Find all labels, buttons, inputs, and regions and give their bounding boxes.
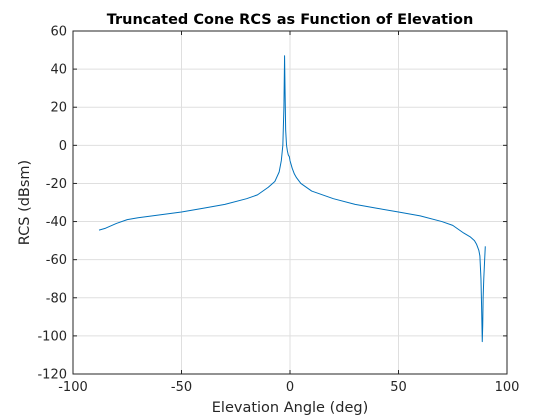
y-tick-label: 40 <box>50 63 67 78</box>
y-tick-label: -120 <box>37 368 67 383</box>
y-tick-label: -80 <box>46 291 67 306</box>
x-tick-label: 100 <box>495 380 520 395</box>
y-tick-label: -40 <box>46 215 67 230</box>
x-tick-label: -50 <box>171 380 192 395</box>
x-axis-title: Elevation Angle (deg) <box>212 400 368 416</box>
chart-title: Truncated Cone RCS as Function of Elevat… <box>107 12 474 28</box>
grid-lines <box>73 31 507 374</box>
y-tick-label: 20 <box>50 101 67 116</box>
x-tick-label: 0 <box>286 380 294 395</box>
y-tick-label: -20 <box>46 177 67 192</box>
y-tick-label: 60 <box>50 25 67 40</box>
series-group <box>98 55 486 343</box>
y-tick-label: 0 <box>59 139 67 154</box>
y-tick-label: -60 <box>46 253 67 268</box>
x-tick-label: -100 <box>58 380 88 395</box>
rcs-series-line <box>98 55 486 343</box>
x-tick-label: 50 <box>390 380 407 395</box>
y-axis-title: RCS (dBsm) <box>17 160 33 245</box>
y-tick-label: -100 <box>37 329 67 344</box>
